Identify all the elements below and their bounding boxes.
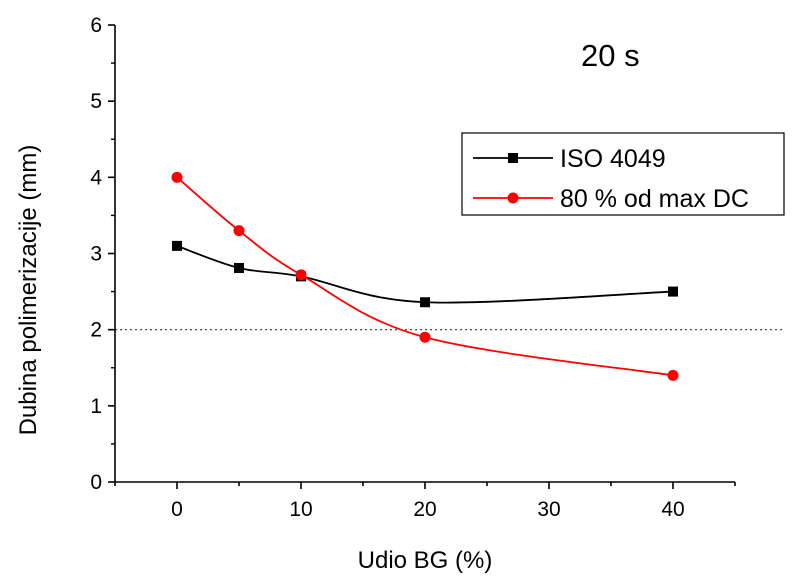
x-tick-label: 20 <box>413 498 436 521</box>
y-axis-title: Dubina polimerizacije (mm) <box>15 145 42 436</box>
legend: ISO 4049 80 % od max DC <box>461 132 785 216</box>
y-tick-label: 3 <box>90 243 102 266</box>
data-point-circle <box>419 331 431 343</box>
axes: 0 1 2 3 4 5 6 0 10 20 30 40 <box>90 14 782 521</box>
data-point-square <box>668 286 678 297</box>
data-point-circle <box>295 269 307 281</box>
y-tick-label: 6 <box>90 14 102 37</box>
y-tick-label: 5 <box>90 90 102 113</box>
series-line-1 <box>176 176 674 377</box>
annotation-label: 20 s <box>581 38 640 73</box>
y-tick-label: 1 <box>90 395 102 418</box>
data-point-circle <box>667 369 679 381</box>
legend-marker-square <box>508 153 518 163</box>
data-point-square <box>234 262 244 273</box>
x-tick-label: 0 <box>171 498 183 521</box>
data-point-circle <box>233 225 245 237</box>
x-tick-label: 10 <box>289 498 312 521</box>
data-point-square <box>420 297 430 308</box>
series-line-0 <box>176 245 674 304</box>
x-tick-label: 30 <box>537 498 560 521</box>
legend-marker-circle <box>507 192 519 204</box>
x-tick-label: 40 <box>661 498 684 521</box>
y-tick-label: 0 <box>90 471 102 494</box>
y-tick-label: 2 <box>90 319 102 342</box>
series-layer <box>171 171 679 381</box>
data-point-circle <box>171 171 183 183</box>
x-axis-title: Udio BG (%) <box>358 547 493 574</box>
y-tick-label: 4 <box>90 166 102 189</box>
legend-label: ISO 4049 <box>560 145 666 173</box>
data-point-square <box>172 240 182 251</box>
legend-label: 80 % od max DC <box>560 185 749 213</box>
